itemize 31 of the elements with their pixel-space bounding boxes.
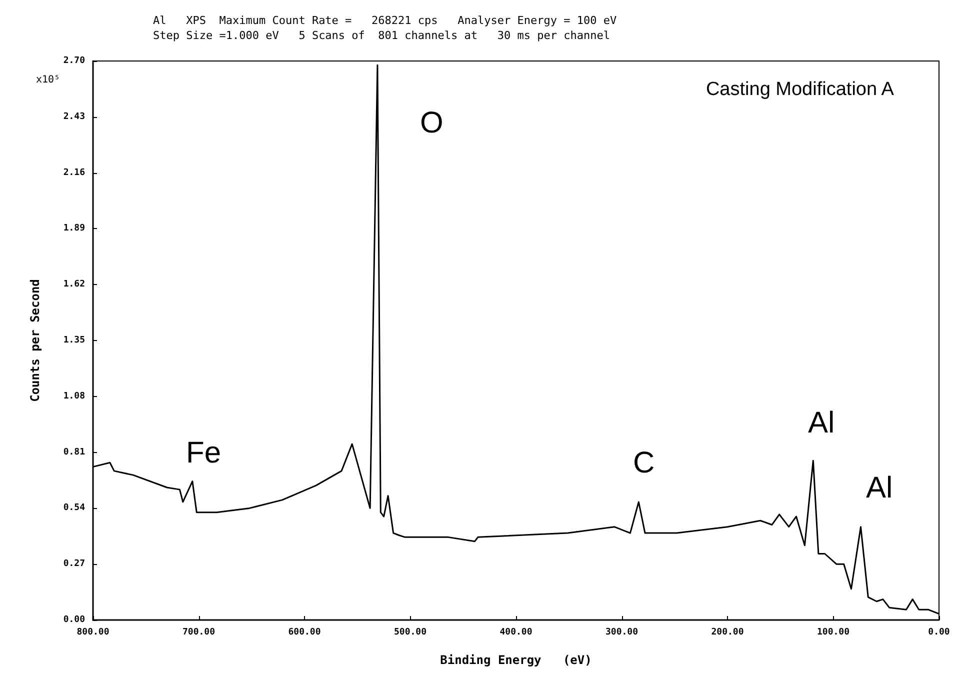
annotation: C — [633, 446, 655, 480]
x-tick-label: 200.00 — [711, 628, 744, 638]
annotation: Fe — [186, 436, 222, 470]
y-tick-label: 1.89 — [63, 224, 85, 234]
chart-subtitle: Step Size =1.000 eV 5 Scans of 801 channels at 30 ms per channel — [153, 29, 610, 42]
y-tick-label: 0.81 — [63, 447, 85, 458]
y-tick-label: 1.08 — [63, 391, 85, 402]
x-tick-label: 100.00 — [816, 628, 850, 638]
y-tick-label: 0.00 — [63, 615, 85, 625]
x-tick-label: 0.00 — [928, 628, 950, 638]
x-tick-label: 600.00 — [288, 628, 321, 638]
y-tick-label: 2.43 — [63, 112, 85, 122]
x-tick-label: 800.00 — [76, 628, 110, 638]
chart-title: Al XPS Maximum Count Rate = 268221 cps Analyser Energy = 100 eV — [153, 14, 617, 27]
x-tick-label: 300.00 — [605, 628, 638, 638]
x-tick-label: 400.00 — [500, 628, 532, 638]
y-tick-label: 2.70 — [63, 56, 85, 66]
x-tick-label: 700.00 — [182, 628, 216, 638]
y-tick-label: 0.27 — [63, 559, 85, 570]
text: x10⁵ — [36, 74, 60, 86]
annotation: O — [420, 106, 444, 140]
y-tick-label: 0.54 — [63, 503, 86, 514]
annotation: Al — [808, 406, 835, 440]
x-axis-title: Binding Energy (eV) — [440, 653, 592, 667]
annotation: Al — [866, 472, 893, 504]
y-tick-label: 1.35 — [63, 336, 85, 346]
y-axis-title: Counts per Second — [28, 279, 42, 402]
x-tick-label: 500.00 — [394, 628, 427, 638]
y-tick-label: 1.62 — [63, 280, 85, 290]
y-tick-label: 2.16 — [63, 168, 85, 178]
annotation: Casting Modification A — [706, 79, 894, 100]
